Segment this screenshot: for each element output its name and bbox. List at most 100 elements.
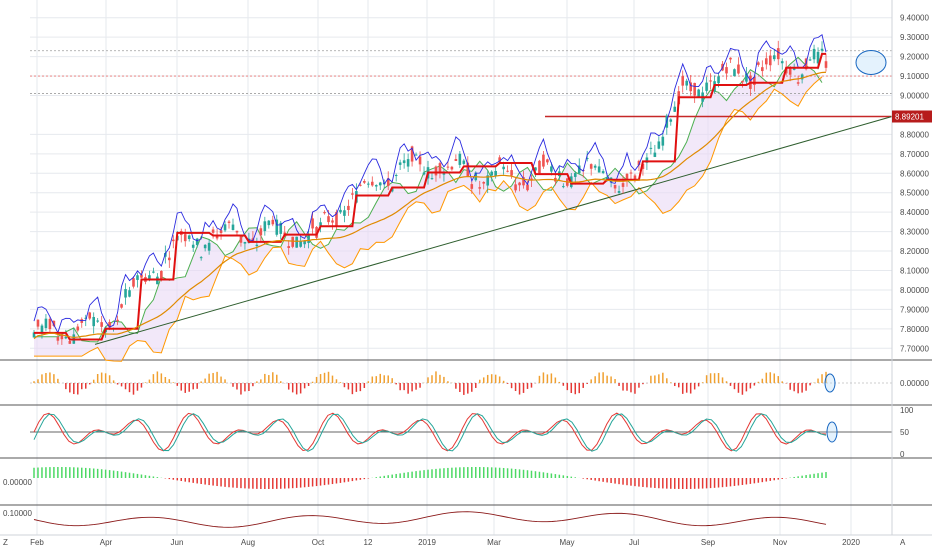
price-axes: 9.40000 9.30000 9.20000 9.10000 9.00000 8.800… bbox=[3, 0, 932, 535]
stoch-tick-label: 50 bbox=[900, 428, 909, 437]
candle-body bbox=[32, 332, 36, 338]
candle-body bbox=[768, 55, 772, 66]
candle-body bbox=[657, 141, 661, 149]
candle-body bbox=[430, 178, 434, 180]
main-price-pane[interactable] bbox=[30, 34, 893, 362]
y-tick-label: 8.00000 bbox=[900, 286, 929, 295]
y-tick-label: 9.10000 bbox=[900, 72, 929, 81]
time-axis: Feb Apr Jun Aug Oct 12 2019 Mar May Jul Sep Nov 2020 bbox=[0, 534, 932, 547]
candle-body bbox=[550, 166, 553, 172]
y-tick-label: 9.30000 bbox=[900, 33, 929, 42]
candle-body bbox=[243, 241, 247, 244]
grid-lines bbox=[0, 0, 932, 535]
candle-body bbox=[92, 316, 95, 327]
y-tick-label: 9.20000 bbox=[900, 53, 929, 62]
candle-body bbox=[625, 173, 629, 180]
y-tick-label: 8.20000 bbox=[900, 247, 929, 256]
candle-body bbox=[191, 244, 195, 248]
stoch-d-line bbox=[33, 413, 827, 452]
candle-body bbox=[96, 320, 99, 322]
candle-body bbox=[335, 212, 338, 227]
candle-body bbox=[510, 170, 513, 176]
oscillator-pane-1[interactable] bbox=[30, 371, 892, 395]
osc-highlight-circle[interactable] bbox=[824, 373, 836, 393]
candle-body bbox=[573, 173, 577, 177]
candle-body bbox=[824, 61, 828, 68]
candle-body bbox=[271, 219, 275, 225]
candle-body bbox=[219, 230, 223, 234]
candle-body bbox=[808, 59, 812, 61]
candle-body bbox=[319, 222, 322, 227]
candle-body bbox=[546, 159, 549, 163]
candle-body bbox=[605, 177, 609, 181]
y-tick-label: 8.40000 bbox=[900, 208, 929, 217]
candle-body bbox=[307, 234, 310, 243]
corner-left-label[interactable]: Z bbox=[3, 538, 8, 547]
trendline[interactable] bbox=[94, 116, 893, 345]
last-price-label: 8.89201 bbox=[895, 112, 924, 121]
candle-body bbox=[466, 162, 470, 177]
stoch-highlight-circle[interactable] bbox=[826, 421, 838, 443]
x-tick-label: Jun bbox=[171, 538, 184, 547]
candle-body bbox=[60, 334, 64, 340]
candle-body bbox=[116, 319, 119, 322]
candle-body bbox=[621, 183, 625, 187]
candle-body bbox=[195, 238, 199, 246]
candle-body bbox=[215, 235, 219, 239]
x-tick-label: Aug bbox=[241, 538, 255, 547]
candle-body bbox=[820, 48, 824, 51]
candle-body bbox=[661, 136, 665, 146]
line-indicator-pane[interactable] bbox=[33, 511, 827, 528]
candle-body bbox=[56, 337, 60, 341]
x-tick-label: Nov bbox=[773, 538, 787, 547]
candle-body bbox=[128, 290, 131, 297]
candle-body bbox=[765, 58, 768, 65]
candle-body bbox=[486, 175, 490, 186]
candle-body bbox=[446, 166, 450, 168]
candle-body bbox=[227, 221, 231, 223]
candle-body bbox=[132, 278, 135, 287]
candle-body bbox=[526, 184, 529, 191]
candle-body bbox=[136, 275, 139, 280]
candle-body bbox=[685, 80, 689, 86]
candle-body bbox=[331, 220, 334, 223]
candle-body bbox=[800, 74, 804, 80]
candle-body bbox=[187, 235, 191, 240]
candle-body bbox=[40, 325, 44, 333]
candle-body bbox=[772, 55, 776, 60]
candle-body bbox=[422, 172, 426, 175]
candle-body bbox=[263, 221, 267, 232]
candle-body bbox=[160, 270, 163, 280]
candle-body bbox=[522, 177, 525, 186]
tenkan-line bbox=[33, 34, 827, 334]
histogram-pane[interactable] bbox=[33, 467, 827, 489]
candle-body bbox=[761, 67, 764, 72]
corner-right-label[interactable]: A bbox=[900, 538, 906, 547]
candle-body bbox=[637, 160, 641, 166]
x-tick-label: 12 bbox=[364, 538, 373, 547]
y-tick-label: 7.80000 bbox=[900, 325, 929, 334]
candle-body bbox=[681, 76, 685, 86]
x-tick-label: May bbox=[559, 538, 574, 547]
candle-body bbox=[343, 210, 346, 216]
candle-body bbox=[410, 146, 414, 162]
candle-body bbox=[490, 171, 493, 176]
highlight-circle[interactable] bbox=[855, 49, 887, 75]
candle-body bbox=[367, 183, 370, 185]
candle-body bbox=[418, 156, 422, 165]
candle-body bbox=[745, 73, 748, 82]
candle-body bbox=[478, 187, 482, 189]
histogram-tick-label: 0.00000 bbox=[3, 478, 32, 487]
y-tick-label: 8.30000 bbox=[900, 228, 929, 237]
candle-body bbox=[64, 336, 68, 339]
x-tick-label: 2020 bbox=[842, 538, 860, 547]
stochastic-pane[interactable] bbox=[30, 412, 892, 452]
candle-body bbox=[434, 166, 438, 176]
candle-body bbox=[100, 322, 103, 327]
line-indicator-tick-label: 0.10000 bbox=[3, 509, 32, 518]
candle-body bbox=[295, 236, 298, 248]
candle-body bbox=[44, 318, 48, 329]
candle-body bbox=[577, 165, 581, 174]
stoch-tick-label: 100 bbox=[900, 406, 914, 415]
